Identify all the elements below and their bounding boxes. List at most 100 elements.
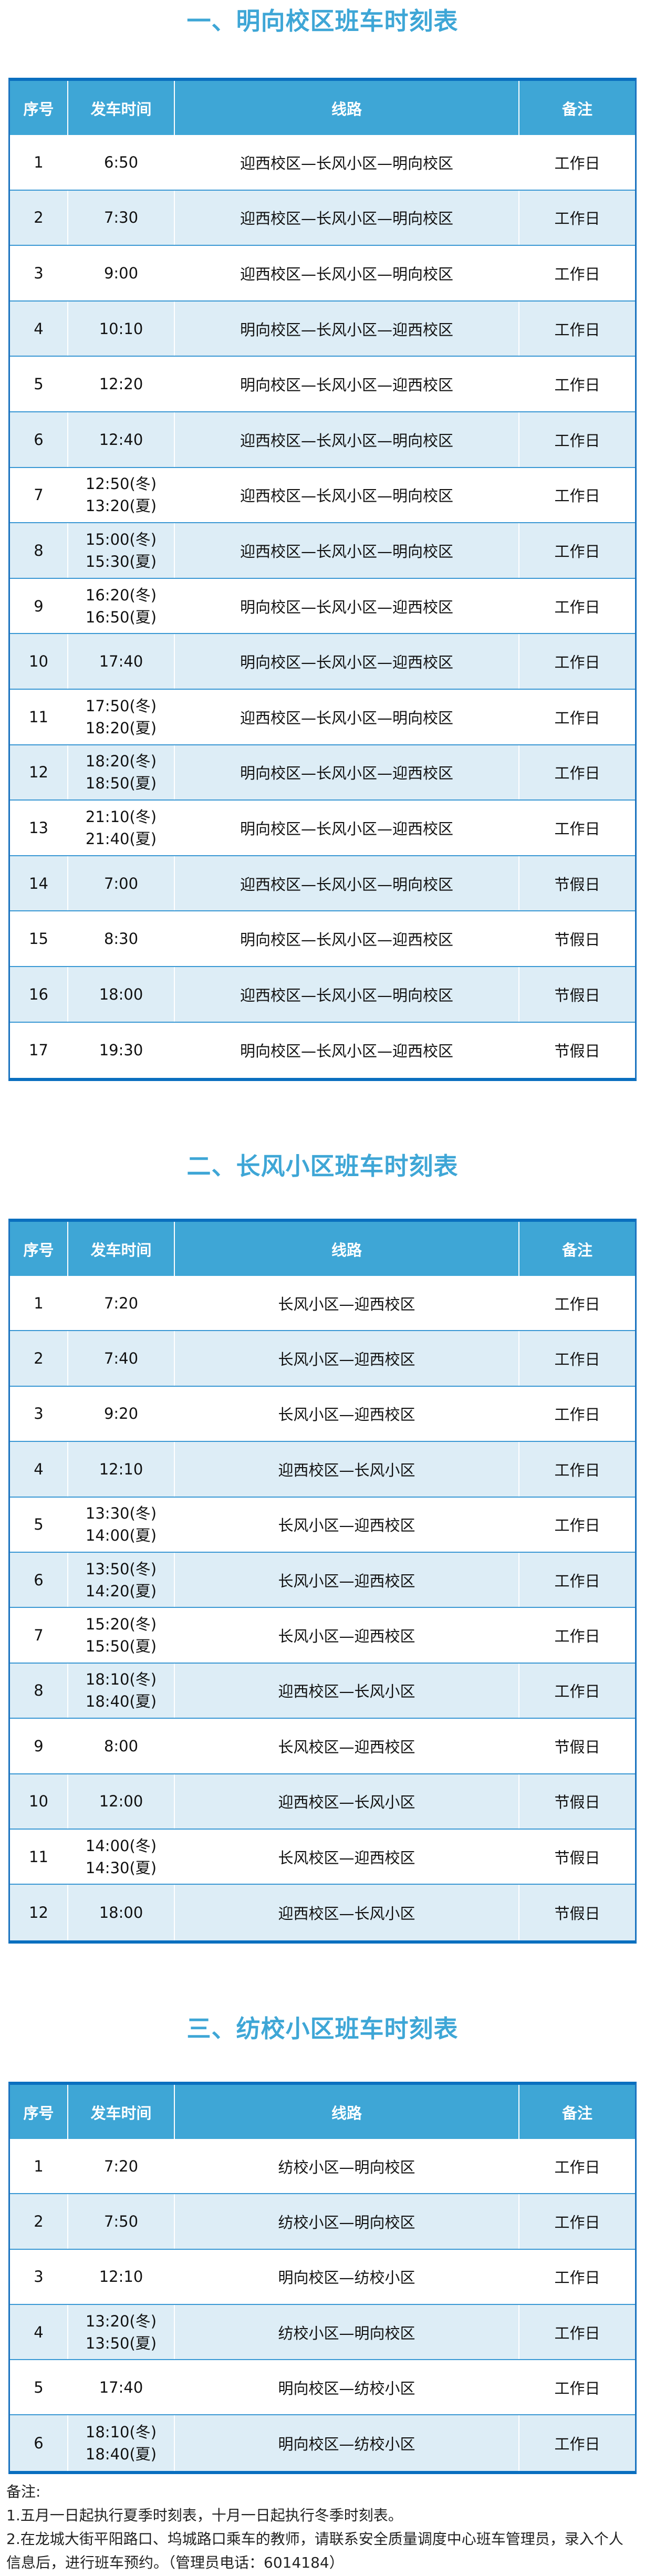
time-lines: 17:50(冬) 18:20(夏) (86, 695, 157, 739)
remark-cell: 工作日 (554, 487, 600, 505)
remark-cell: 工作日 (554, 1295, 600, 1313)
remark-header: 备注 (561, 1241, 592, 1259)
serial-cell: 5 (10, 2360, 68, 2415)
table-row: 7 12:50(冬) 13:20(夏) 迎西校区—长风小区—明向校区 工作日 (10, 468, 635, 524)
time-value: 18:40(夏) (85, 2445, 157, 2464)
remark-cell: 工作日 (554, 819, 600, 838)
time-cell: 9:00 (68, 246, 175, 300)
time-header: 发车时间 (68, 1222, 175, 1276)
remark-cell: 工作日 (554, 764, 600, 783)
remark-cell: 工作日 (554, 2324, 600, 2342)
time-cell: 17:50(冬) 18:20(夏) (68, 689, 175, 744)
table-row: 10 17:40 明向校区—长风小区—迎西校区 工作日 (10, 634, 635, 690)
route-cell: 长风小区—迎西校区 (175, 1386, 519, 1441)
section-title: 一、明向校区班车时刻表 (186, 7, 459, 35)
time-lines: 14:00(冬) 14:30(夏) (86, 1835, 157, 1879)
time-lines: 10:10 (99, 318, 143, 340)
time-lines: 7:00 (104, 872, 138, 895)
remark-cell: 工作日 (554, 1406, 600, 1424)
time-cell: 18:10(冬) 18:40(夏) (68, 2415, 175, 2471)
time-lines: 9:20 (104, 1403, 138, 1425)
time-value: 7:40 (103, 1349, 139, 1368)
time-lines: 15:20(冬) 15:50(夏) (86, 1613, 157, 1657)
serial-cell: 4 (10, 301, 68, 356)
route-cell: 明向校区—长风小区—迎西校区 (175, 634, 519, 689)
time-cell: 12:40 (68, 412, 175, 467)
time-value: 17:40 (99, 2378, 143, 2396)
time-lines: 18:00 (99, 983, 143, 1005)
time-cell: 10:10 (68, 301, 175, 356)
time-cell: 12:20 (68, 357, 175, 411)
time-value: 12:10 (99, 1460, 143, 1478)
route-cell: 长风校区—迎西校区 (175, 1719, 519, 1773)
serial-cell: 3 (10, 2249, 68, 2304)
time-value: 12:40 (99, 430, 143, 449)
time-value: 18:50(夏) (85, 774, 157, 793)
remark-cell: 节假日 (554, 875, 600, 894)
route-cell: 明向校区—长风小区—迎西校区 (175, 911, 519, 966)
table-row: 3 9:20 长风小区—迎西校区 工作日 (10, 1386, 635, 1442)
serial-cell: 2 (10, 2194, 68, 2249)
time-value: 18:20(冬) (85, 752, 157, 771)
time-cell: 15:00(冬) 15:30(夏) (68, 523, 175, 578)
route-cell: 明向校区—长风小区—迎西校区 (175, 578, 519, 633)
remark-cell: 工作日 (554, 1572, 600, 1590)
remark-cell: 工作日 (554, 2158, 600, 2176)
table-row: 8 18:10(冬) 18:40(夏) 迎西校区—长风小区 工作日 (10, 1663, 635, 1719)
time-value: 9:20 (103, 1405, 139, 1423)
remark-cell: 节假日 (554, 1848, 600, 1867)
serial-cell: 11 (10, 689, 68, 744)
time-lines: 8:30 (104, 928, 138, 950)
table-row: 6 13:50(冬) 14:20(夏) 长风小区—迎西校区 工作日 (10, 1552, 635, 1608)
time-lines: 19:30 (99, 1039, 143, 1061)
route-header: 线路 (175, 1222, 519, 1276)
time-cell: 7:20 (68, 2139, 175, 2194)
time-lines: 18:20(冬) 18:50(夏) (86, 750, 157, 794)
time-lines: 21:10(冬) 21:40(夏) (86, 806, 157, 850)
serial-cell: 6 (10, 1552, 68, 1607)
serial-cell: 10 (10, 634, 68, 689)
time-value: 15:50(夏) (85, 1637, 157, 1656)
remark-cell: 节假日 (554, 986, 600, 1004)
serial-cell: 3 (10, 1386, 68, 1441)
serial-cell: 8 (10, 1663, 68, 1718)
time-value: 13:20(冬) (85, 2312, 157, 2330)
time-value: 7:20 (103, 1294, 139, 1312)
route-cell: 迎西校区—长风小区—明向校区 (175, 967, 519, 1022)
remark-cell: 工作日 (554, 1627, 600, 1646)
time-value: 18:40(夏) (85, 1692, 157, 1711)
time-value: 16:20(冬) (85, 586, 157, 604)
time-value: 18:00 (99, 1903, 143, 1921)
serial-cell: 14 (10, 856, 68, 911)
time-lines: 12:50(冬) 13:20(夏) (86, 473, 157, 517)
serial-cell: 5 (10, 1497, 68, 1552)
time-value: 7:00 (103, 874, 139, 892)
time-value: 14:00(夏) (85, 1526, 157, 1545)
route-cell: 迎西校区—长风小区—明向校区 (175, 135, 519, 190)
remark-cell: 工作日 (554, 2435, 600, 2454)
time-value: 14:20(夏) (85, 1582, 157, 1600)
table-header: 序号 发车时间 线路 备注 (10, 2085, 635, 2139)
remark-cell: 工作日 (554, 376, 600, 394)
table-row: 6 12:40 迎西校区—长风小区—明向校区 工作日 (10, 412, 635, 468)
table-row: 10 12:00 迎西校区—长风小区 节假日 (10, 1774, 635, 1830)
remark-cell: 工作日 (554, 210, 600, 228)
table-row: 7 15:20(冬) 15:50(夏) 长风小区—迎西校区 工作日 (10, 1608, 635, 1664)
table-header: 序号 发车时间 线路 备注 (10, 1222, 635, 1276)
route-cell: 明向校区—纺校小区 (175, 2360, 519, 2415)
table-row: 11 14:00(冬) 14:30(夏) 长风校区—迎西校区 节假日 (10, 1829, 635, 1885)
time-cell: 18:10(冬) 18:40(夏) (68, 1663, 175, 1718)
time-value: 16:50(夏) (85, 608, 157, 626)
route-cell: 长风小区—迎西校区 (175, 1331, 519, 1386)
time-cell: 15:20(冬) 15:50(夏) (68, 1608, 175, 1663)
time-value: 8:00 (103, 1737, 139, 1755)
time-value: 21:40(夏) (85, 829, 157, 848)
time-cell: 6:50 (68, 135, 175, 190)
table-row: 8 15:00(冬) 15:30(夏) 迎西校区—长风小区—明向校区 工作日 (10, 523, 635, 579)
time-value: 9:00 (103, 264, 139, 282)
serial-cell: 10 (10, 1774, 68, 1829)
time-value: 13:50(冬) (85, 1560, 157, 1578)
serial-cell: 1 (10, 135, 68, 190)
time-value: 7:30 (103, 209, 139, 227)
time-value: 21:10(冬) (85, 807, 157, 826)
